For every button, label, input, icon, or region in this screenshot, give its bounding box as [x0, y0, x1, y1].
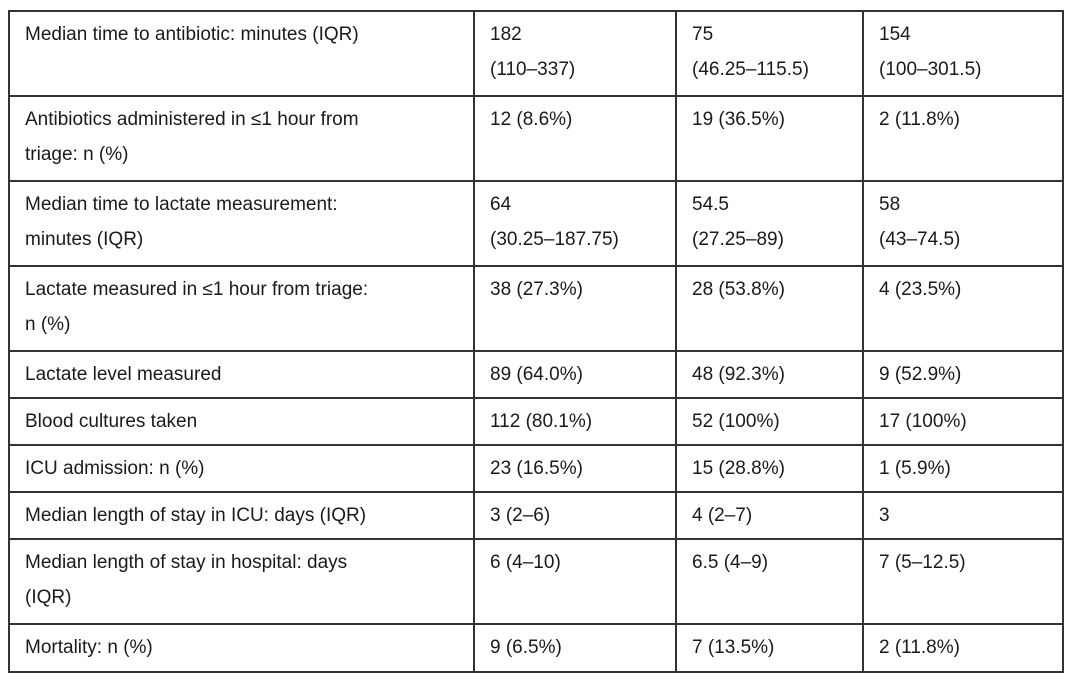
value-cell: 48 (92.3%)	[675, 350, 864, 399]
value-cell: 75 (46.25–115.5)	[675, 10, 864, 97]
table-row: Lactate level measured 89 (64.0%) 48 (92…	[8, 350, 1064, 399]
row-label: Mortality: n (%)	[8, 623, 475, 673]
clinical-outcomes-table: Median time to antibiotic: minutes (IQR)…	[8, 10, 1064, 673]
value-cell: 54.5 (27.25–89)	[675, 180, 864, 267]
table-row: ICU admission: n (%) 23 (16.5%) 15 (28.8…	[8, 444, 1064, 493]
value-cell: 154 (100–301.5)	[862, 10, 1064, 97]
row-label: Antibiotics administered in ≤1 hour from…	[8, 95, 475, 182]
table-row: Median time to antibiotic: minutes (IQR)…	[8, 10, 1064, 97]
value-cell: 23 (16.5%)	[473, 444, 677, 493]
value-cell: 58 (43–74.5)	[862, 180, 1064, 267]
value-cell: 52 (100%)	[675, 397, 864, 446]
value-cell: 2 (11.8%)	[862, 623, 1064, 673]
row-label: Blood cultures taken	[8, 397, 475, 446]
row-label: Median time to antibiotic: minutes (IQR)	[8, 10, 475, 97]
value-cell: 9 (52.9%)	[862, 350, 1064, 399]
row-label: Median length of stay in ICU: days (IQR)	[8, 491, 475, 540]
value-cell: 3	[862, 491, 1064, 540]
value-cell: 6 (4–10)	[473, 538, 677, 625]
value-cell: 89 (64.0%)	[473, 350, 677, 399]
table-row: Antibiotics administered in ≤1 hour from…	[8, 95, 1064, 182]
value-cell: 3 (2–6)	[473, 491, 677, 540]
value-cell: 4 (2–7)	[675, 491, 864, 540]
table-row: Mortality: n (%) 9 (6.5%) 7 (13.5%) 2 (1…	[8, 623, 1064, 673]
table-row: Median length of stay in ICU: days (IQR)…	[8, 491, 1064, 540]
value-cell: 4 (23.5%)	[862, 265, 1064, 352]
row-label: Lactate level measured	[8, 350, 475, 399]
table-row: Blood cultures taken 112 (80.1%) 52 (100…	[8, 397, 1064, 446]
value-cell: 7 (5–12.5)	[862, 538, 1064, 625]
value-cell: 6.5 (4–9)	[675, 538, 864, 625]
value-cell: 182 (110–337)	[473, 10, 677, 97]
value-cell: 12 (8.6%)	[473, 95, 677, 182]
value-cell: 28 (53.8%)	[675, 265, 864, 352]
table-row: Median length of stay in hospital: days …	[8, 538, 1064, 625]
value-cell: 38 (27.3%)	[473, 265, 677, 352]
value-cell: 7 (13.5%)	[675, 623, 864, 673]
value-cell: 112 (80.1%)	[473, 397, 677, 446]
row-label: Median length of stay in hospital: days …	[8, 538, 475, 625]
value-cell: 15 (28.8%)	[675, 444, 864, 493]
row-label: ICU admission: n (%)	[8, 444, 475, 493]
value-cell: 19 (36.5%)	[675, 95, 864, 182]
table-row: Median time to lactate measurement: minu…	[8, 180, 1064, 267]
value-cell: 1 (5.9%)	[862, 444, 1064, 493]
row-label: Lactate measured in ≤1 hour from triage:…	[8, 265, 475, 352]
row-label: Median time to lactate measurement: minu…	[8, 180, 475, 267]
value-cell: 2 (11.8%)	[862, 95, 1064, 182]
value-cell: 17 (100%)	[862, 397, 1064, 446]
value-cell: 9 (6.5%)	[473, 623, 677, 673]
table-row: Lactate measured in ≤1 hour from triage:…	[8, 265, 1064, 352]
value-cell: 64 (30.25–187.75)	[473, 180, 677, 267]
